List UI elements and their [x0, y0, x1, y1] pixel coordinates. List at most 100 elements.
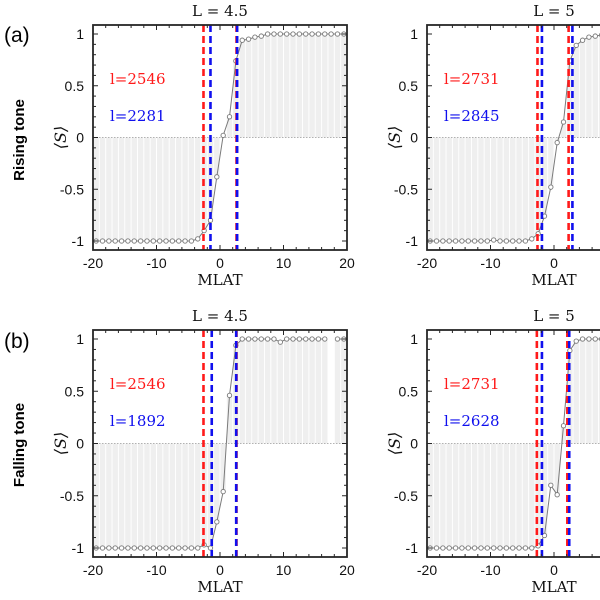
y-tick-label: 1: [410, 331, 418, 347]
blue-l-label: l=2281: [110, 107, 166, 125]
stem-bar: [106, 443, 112, 548]
x-tick-label: 0: [216, 562, 224, 578]
stem-bar: [334, 339, 341, 444]
mean-s-curve: [430, 34, 600, 242]
stem-bar: [579, 40, 586, 138]
stem-bar: [163, 443, 169, 548]
stem-bar: [258, 36, 264, 138]
stem-bar: [503, 137, 510, 241]
y-tick-label: 0.5: [399, 383, 419, 399]
data-point: [150, 238, 156, 244]
stem-bar: [592, 339, 598, 444]
data-point: [484, 238, 490, 244]
subplot-4: l=2731l=2628-20-1001020-1-0.500.51MLAT⟨S…: [385, 307, 600, 596]
y-tick-label: -1: [406, 540, 419, 556]
data-point: [157, 545, 163, 551]
data-point: [433, 238, 440, 244]
stem-bar: [201, 443, 207, 545]
data-point: [503, 238, 510, 244]
stem-bar: [459, 137, 465, 241]
data-point: [271, 336, 277, 342]
data-point: [541, 532, 548, 539]
data-point: [471, 545, 478, 551]
x-tick-label: 10: [276, 562, 292, 578]
stem-bar: [484, 443, 491, 548]
stem-bar: [106, 137, 112, 241]
data-point: [245, 336, 252, 342]
data-point: [131, 238, 137, 244]
stem-bar: [182, 137, 188, 241]
stem-bar: [598, 35, 600, 138]
stem-bar: [548, 137, 554, 188]
y-tick-label: -0.5: [394, 488, 418, 504]
y-tick-label: -0.5: [60, 488, 84, 504]
data-point: [252, 34, 258, 40]
data-point: [125, 545, 131, 551]
stem-bar: [490, 137, 497, 240]
data-point: [150, 545, 156, 551]
data-point: [579, 336, 586, 342]
stem-bar: [214, 137, 220, 177]
data-point: [214, 174, 220, 180]
stem-bar: [112, 443, 118, 548]
stem-bar: [182, 443, 188, 548]
stem-bar: [137, 443, 144, 548]
stem-bar: [315, 339, 322, 444]
stem-bar: [522, 137, 529, 241]
stem-bar: [478, 443, 484, 548]
stem-bar: [516, 443, 522, 548]
data-point: [573, 338, 579, 344]
data-point: [315, 31, 322, 37]
data-point: [334, 336, 341, 342]
y-axis-label: ⟨S⟩: [385, 432, 404, 455]
data-point: [478, 238, 484, 244]
data-point: [516, 238, 522, 244]
y-tick-label: 0: [410, 436, 418, 452]
data-point: [239, 37, 245, 43]
stem-bar: [296, 34, 303, 138]
stem-bar: [309, 339, 315, 444]
data-point: [188, 545, 195, 551]
x-tick-label: 10: [276, 255, 292, 271]
stem-bar: [169, 137, 176, 241]
x-tick-label: -20: [83, 255, 103, 271]
data-point: [522, 238, 529, 244]
stem-bar: [586, 37, 592, 138]
data-point: [137, 238, 144, 244]
x-tick-label: -10: [480, 562, 500, 578]
stem-bar: [207, 137, 214, 221]
data-point: [264, 31, 271, 37]
data-point: [554, 492, 560, 498]
data-point: [258, 336, 264, 342]
data-point: [446, 545, 452, 551]
stem-bar: [497, 137, 503, 241]
data-point: [452, 545, 459, 551]
y-tick-label: 1: [410, 26, 418, 42]
data-point: [322, 336, 328, 342]
data-point: [433, 545, 440, 551]
stem-bar: [283, 339, 290, 444]
y-tick-label: -0.5: [60, 181, 84, 197]
stem-bar: [125, 443, 131, 548]
data-point: [309, 31, 315, 37]
data-point: [137, 545, 144, 551]
stem-bar: [131, 443, 137, 548]
blue-l-label: l=2628: [444, 412, 500, 430]
data-point: [303, 336, 309, 342]
data-point: [271, 31, 277, 37]
stem-bar: [433, 137, 440, 241]
data-point: [322, 31, 328, 37]
x-tick-label: 0: [550, 562, 558, 578]
stem-bar: [334, 34, 341, 138]
plot-area: [427, 25, 600, 250]
stem-bar: [118, 443, 125, 548]
data-point: [169, 238, 176, 244]
subplot-title: L = 5: [533, 2, 575, 20]
stem-bar: [188, 137, 195, 241]
stem-bar: [322, 34, 328, 138]
stem-bar: [220, 443, 226, 492]
stem-bar: [529, 137, 535, 239]
stem-bar: [245, 339, 252, 444]
stem-bar: [271, 339, 277, 444]
data-point: [315, 336, 322, 342]
